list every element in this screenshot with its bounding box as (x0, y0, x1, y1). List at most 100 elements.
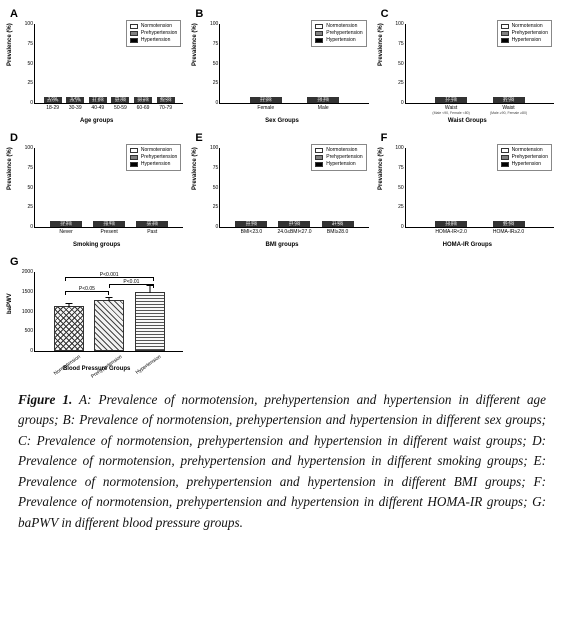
legend-swatch (130, 155, 138, 160)
panel-a: A Prevalence (%) 0255075100 73.4%23.0%3.… (6, 6, 187, 126)
panel-c: C Prevalence (%) 0255075100 55.7%27.1%17… (377, 6, 558, 126)
ytick: 0 (401, 100, 404, 106)
ytick: 50 (213, 185, 219, 191)
ytick: 25 (398, 204, 404, 210)
ytick: 0 (30, 348, 33, 354)
legend-row: Normotension (501, 23, 548, 30)
panel-c-ylabel: Prevalence (%) (378, 23, 384, 66)
panel-c-yticks: 0 25 50 75 100 (386, 24, 404, 103)
bar-stack: 36.3%30.6%33.1%60-69 (134, 97, 152, 103)
g-bar (94, 300, 124, 351)
category-label: BMI≥28.0 (327, 229, 348, 235)
bar-segment: 20.8% (93, 221, 125, 223)
legend-swatch (130, 162, 138, 167)
legend-swatch (130, 148, 138, 153)
category-sublabel: (Male <90, Female <80) (432, 111, 469, 115)
legend-swatch (501, 155, 509, 160)
bar-stack: 55.0%22.2%22.8%BMI<23.0 (235, 221, 267, 227)
legend-row: Normotension (130, 23, 177, 30)
bar-stack: 55.1%21.9%23.0%Female (250, 97, 282, 103)
panel-g-ylabel: baPWV (7, 293, 13, 314)
panel-a-ylabel: Prevalence (%) (7, 23, 13, 66)
segment-label: 23.6% (289, 220, 300, 225)
legend-label: Prehypertension (512, 30, 548, 37)
panel-b-ylabel: Prevalence (%) (192, 23, 198, 66)
g-bar-wrap: Prehypertension (94, 272, 124, 351)
bar-segment: 17.4% (89, 97, 107, 99)
panel-f-legend: NormotensionPrehypertensionHypertension (497, 144, 552, 171)
panel-g-yticks: 0500100015002000 (15, 272, 33, 351)
legend-swatch (501, 148, 509, 153)
legend-label: Hypertension (141, 37, 170, 44)
bar-segment: 22.3% (136, 221, 168, 223)
panel-e-yticks: 0255075100 (200, 148, 218, 227)
category-label: HOMA-IR<2.0 (435, 229, 467, 235)
legend-label: Prehypertension (512, 154, 548, 161)
panel-f-label: F (381, 132, 388, 144)
panel-f: F Prevalence (%) 0255075100 51.4%29.6%19… (377, 130, 558, 250)
panel-d-ylabel: Prevalence (%) (7, 147, 13, 190)
ytick: 25 (213, 80, 219, 86)
ytick: 75 (213, 41, 219, 47)
panel-e-ylabel: Prevalence (%) (192, 147, 198, 190)
legend-row: Hypertension (315, 161, 362, 168)
legend-row: Hypertension (315, 37, 362, 44)
panel-g-label: G (10, 256, 19, 268)
segment-label: 3.6% (48, 96, 57, 101)
category-label: 70-79 (159, 105, 172, 111)
panel-g-bars: NormotensionPrehypertensionHypertension (35, 272, 183, 351)
error-bar (149, 285, 150, 292)
bar-stack: 46.8%30.9%22.3%Past (136, 221, 168, 227)
bar-segment: 22.8% (235, 221, 267, 223)
category-label: 30-39 (69, 105, 82, 111)
legend-label: Normotension (512, 147, 543, 154)
category-label: 40-49 (91, 105, 104, 111)
panel-f-ylabel: Prevalence (%) (378, 147, 384, 190)
g-bar (54, 306, 84, 351)
ytick: 100 (395, 21, 403, 27)
legend-swatch (501, 24, 509, 29)
legend-row: Prehypertension (315, 30, 362, 37)
bar-segment: 25.9% (111, 97, 129, 99)
ytick: 50 (27, 61, 33, 67)
bar-segment: 46.4% (493, 221, 525, 223)
panel-e-label: E (195, 132, 202, 144)
ytick: 75 (398, 165, 404, 171)
error-bar (109, 297, 110, 302)
panel-d-label: D (10, 132, 18, 144)
panels-grid: A Prevalence (%) 0255075100 73.4%23.0%3.… (0, 0, 564, 380)
ytick: 75 (398, 41, 404, 47)
panel-blank-2 (377, 254, 558, 374)
legend-label: Prehypertension (326, 154, 362, 161)
panel-c-legend: NormotensionPrehypertensionHypertension (497, 20, 552, 47)
bar-stack: 38.7%31.3%30.0%Waist(Male ≥90, Female ≥8… (493, 97, 525, 103)
legend-label: Normotension (141, 147, 172, 154)
legend-row: Normotension (315, 23, 362, 30)
legend-swatch (315, 38, 323, 43)
segment-label: 46.4% (503, 220, 514, 225)
segment-label: 40.0% (160, 96, 171, 101)
caption-text: A: Prevalence of normotension, prehypert… (18, 392, 546, 530)
ytick: 50 (398, 61, 404, 67)
legend-swatch (315, 24, 323, 29)
panel-f-yticks: 0255075100 (386, 148, 404, 227)
panel-d: D Prevalence (%) 0255075100 44.5%31.0%24… (6, 130, 187, 250)
category-label: 18-29 (46, 105, 59, 111)
panel-g: G baPWV 0500100015002000 NormotensionPre… (6, 254, 187, 374)
legend-swatch (130, 24, 138, 29)
panel-b-legend: NormotensionPrehypertensionHypertension (311, 20, 366, 47)
legend-row: Hypertension (130, 161, 177, 168)
ytick: 25 (398, 80, 404, 86)
ytick: 500 (25, 328, 33, 334)
panel-f-xlabel: HOMA-IR Groups (443, 242, 492, 248)
ytick: 100 (210, 145, 218, 151)
panel-d-legend: NormotensionPrehypertensionHypertension (126, 144, 181, 171)
ytick: 25 (27, 204, 33, 210)
legend-label: Hypertension (512, 161, 541, 168)
g-category-label: Hypertension (134, 354, 162, 376)
bar-segment: 3.6% (44, 97, 62, 99)
category-label: 24.0≤BMI<27.0 (277, 229, 311, 235)
ytick: 25 (213, 204, 219, 210)
category-label: Past (147, 229, 157, 235)
ytick: 75 (213, 165, 219, 171)
